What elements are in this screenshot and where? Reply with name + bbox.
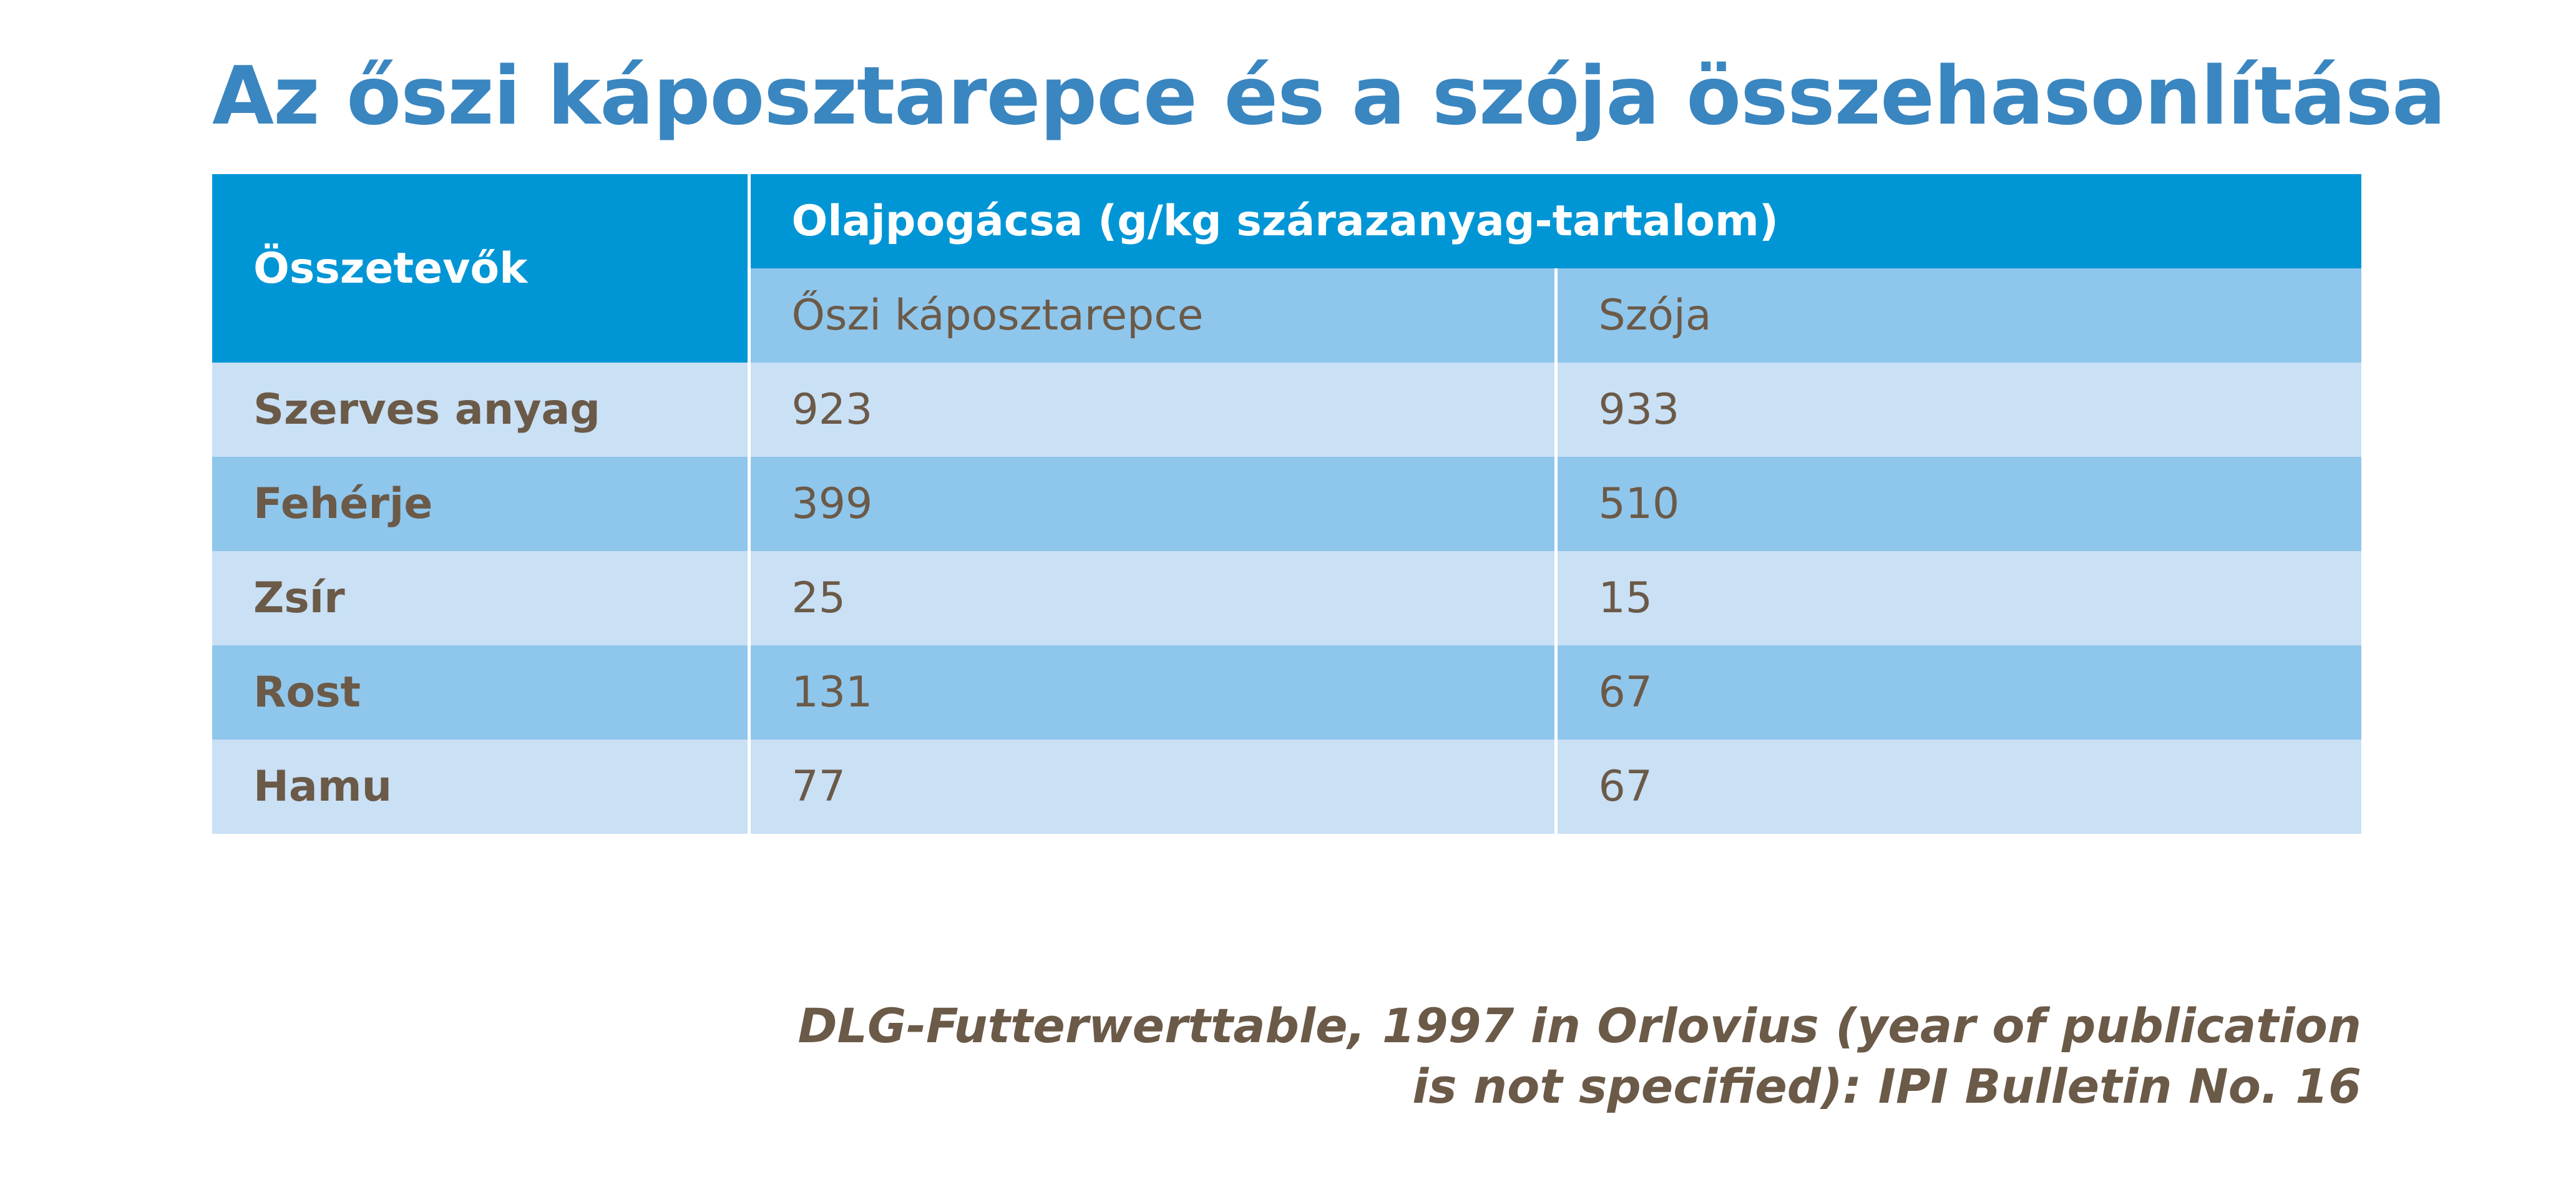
cell-value: 15: [1554, 551, 2361, 645]
column-header: Szója: [1554, 268, 2361, 363]
column-header: Őszi káposztarepce: [747, 268, 1556, 363]
cell-value: 510: [1554, 457, 2361, 551]
table-row: Fehérje 399 510: [212, 457, 2361, 551]
header-row: Összetevők Olajpogácsa (g/kg szárazanyag…: [212, 174, 2361, 363]
cell-value: 25: [747, 551, 1556, 645]
row-label: Zsír: [212, 551, 749, 645]
table-row: Hamu 77 67: [212, 740, 2361, 834]
row-label: Szerves anyag: [212, 363, 749, 457]
cell-value: 67: [1554, 645, 2361, 740]
page-title: Az őszi káposztarepce és a szója összeha…: [212, 50, 2446, 143]
table-body: Szerves anyag 923 933 Fehérje 399 510 Zsír 25 15…: [212, 363, 2361, 834]
table-row: Zsír 25 15: [212, 551, 2361, 645]
cell-value: 923: [747, 363, 1556, 457]
group-header: Olajpogácsa (g/kg szárazanyag-tartalom): [747, 174, 2361, 268]
cell-value: 67: [1554, 740, 2361, 834]
cell-value: 399: [747, 457, 1556, 551]
table-row: Szerves anyag 923 933: [212, 363, 2361, 457]
row-label: Rost: [212, 645, 749, 740]
source-note: DLG-Futterwerttable, 1997 in Orlovius (y…: [798, 998, 2361, 1114]
cell-value: 933: [1554, 363, 2361, 457]
table-row: Rost 131 67: [212, 645, 2361, 740]
cell-value: 131: [747, 645, 1556, 740]
row-label: Fehérje: [212, 457, 749, 551]
cell-value: 77: [747, 740, 1556, 834]
row-header: Összetevők: [212, 174, 749, 363]
header-row: Őszi káposztarepce Szója: [212, 268, 2361, 363]
comparison-table: Összetevők Olajpogácsa (g/kg szárazanyag…: [212, 174, 2361, 834]
row-label: Hamu: [212, 740, 749, 834]
